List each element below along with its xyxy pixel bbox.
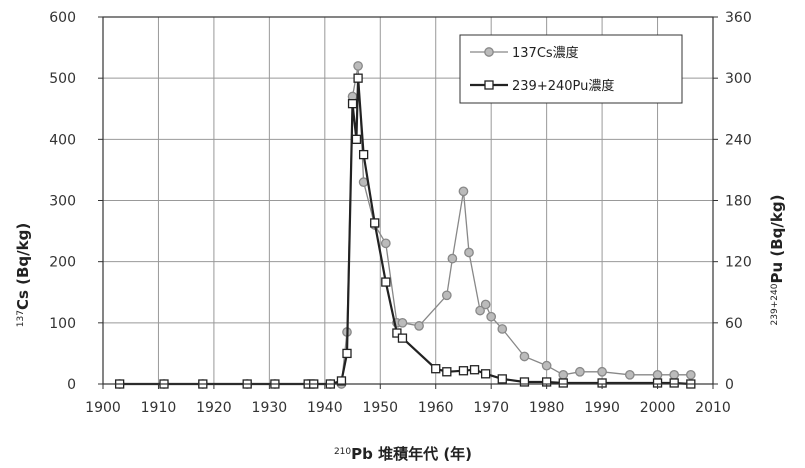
data-point-2 bbox=[347, 99, 358, 109]
x-tick-label: 1980 bbox=[529, 400, 565, 416]
y-left-axis-label: 137Cs (Bq/kg) bbox=[14, 223, 32, 327]
x-tick-label: 1900 bbox=[85, 400, 121, 416]
legend-box bbox=[459, 34, 683, 104]
data-point-1 bbox=[652, 369, 663, 380]
ticks: 1900 1910 1920 1930 1940 1950 1960 1970 1980 1990… bbox=[49, 10, 751, 416]
data-point-2 bbox=[392, 328, 402, 338]
x-tick-label: 1990 bbox=[584, 400, 620, 416]
y-left-tick-label: 0 bbox=[67, 377, 76, 393]
y-left-label-sup: 137 bbox=[16, 310, 26, 327]
legend: 137Cs濃度 239+240Pu濃度 bbox=[459, 34, 683, 104]
x-tick-label: 1950 bbox=[362, 400, 398, 416]
y-left-tick-label: 600 bbox=[49, 10, 76, 26]
data-point-1 bbox=[597, 366, 607, 377]
data-point-2 bbox=[519, 377, 530, 387]
x-tick-label: 1960 bbox=[418, 400, 454, 416]
data-point-1 bbox=[541, 360, 552, 371]
data-point-1 bbox=[447, 253, 458, 264]
data-point-2 bbox=[353, 73, 363, 83]
x-axis-label: 210Pb 堆積年代 (年) bbox=[334, 445, 472, 463]
x-tick-label: 1940 bbox=[307, 400, 343, 416]
y-right-label-main: Pu (Bq/kg) bbox=[768, 195, 786, 284]
y-right-tick-label: 360 bbox=[725, 10, 752, 26]
y-left-tick-label: 500 bbox=[49, 71, 76, 87]
y-left-label-main: Cs (Bq/kg) bbox=[14, 223, 32, 310]
y-right-label-sup: 239+240 bbox=[770, 283, 780, 325]
y-right-tick-label: 60 bbox=[725, 316, 743, 332]
data-point-1 bbox=[397, 317, 408, 328]
data-point-2 bbox=[669, 378, 679, 388]
x-tick-label: 2000 bbox=[640, 400, 676, 416]
y-right-tick-label: 180 bbox=[725, 194, 752, 210]
data-point-2 bbox=[558, 378, 568, 388]
legend-marker-2 bbox=[484, 80, 494, 90]
data-point-1 bbox=[624, 369, 635, 380]
data-point-1 bbox=[414, 321, 424, 331]
data-point-1 bbox=[441, 290, 452, 301]
data-point-2 bbox=[351, 134, 362, 144]
data-point-1 bbox=[497, 324, 508, 334]
x-label-sup: 210 bbox=[334, 447, 351, 457]
y-left-tick-label: 300 bbox=[49, 194, 76, 210]
x-tick-label: 1910 bbox=[141, 400, 177, 416]
data-point-1 bbox=[464, 247, 474, 258]
data-point-2 bbox=[480, 369, 491, 379]
y-right-tick-label: 300 bbox=[725, 71, 752, 87]
y-left-tick-label: 200 bbox=[49, 255, 76, 271]
legend-marker-1 bbox=[484, 47, 494, 57]
data-point-2 bbox=[342, 348, 352, 359]
x-tick-label: 1920 bbox=[196, 400, 232, 416]
data-point-2 bbox=[431, 364, 441, 374]
data-point-2 bbox=[469, 365, 480, 375]
y-right-tick-label: 120 bbox=[725, 255, 752, 271]
data-point-2 bbox=[370, 218, 380, 228]
data-point-1 bbox=[458, 186, 469, 197]
data-point-1 bbox=[475, 305, 485, 316]
y-right-axis-label: 239+240Pu (Bq/kg) bbox=[768, 195, 786, 326]
y-right-tick-label: 240 bbox=[725, 132, 752, 148]
data-point-1 bbox=[519, 351, 530, 362]
data-point-2 bbox=[458, 366, 469, 376]
x-tick-label: 2010 bbox=[695, 400, 731, 416]
legend-label-1: 137Cs濃度 bbox=[512, 45, 579, 61]
data-point-2 bbox=[381, 277, 391, 287]
y-right-tick-label: 0 bbox=[725, 377, 734, 393]
legend-label-2: 239+240Pu濃度 bbox=[512, 78, 614, 94]
data-point-1 bbox=[486, 311, 497, 322]
y-left-tick-label: 400 bbox=[49, 132, 76, 148]
data-point-1 bbox=[480, 299, 491, 310]
y-left-tick-label: 100 bbox=[49, 316, 76, 332]
x-tick-label: 1970 bbox=[473, 400, 509, 416]
data-point-2 bbox=[336, 376, 347, 386]
x-tick-label: 1930 bbox=[252, 400, 288, 416]
data-point-2 bbox=[442, 367, 452, 377]
data-point-2 bbox=[358, 149, 369, 160]
x-label-main: Pb 堆積年代 (年) bbox=[351, 445, 472, 463]
data-point-1 bbox=[669, 369, 680, 380]
data-point-1 bbox=[558, 369, 569, 380]
data-point-1 bbox=[575, 366, 585, 377]
data-point-1 bbox=[685, 369, 696, 380]
legend-item-2: 239+240Pu濃度 bbox=[470, 78, 614, 94]
data-point-1 bbox=[353, 61, 363, 71]
data-point-2 bbox=[497, 374, 507, 384]
legend-item-1: 137Cs濃度 bbox=[470, 45, 579, 61]
data-point-2 bbox=[397, 333, 408, 343]
data-point-1 bbox=[380, 238, 391, 249]
